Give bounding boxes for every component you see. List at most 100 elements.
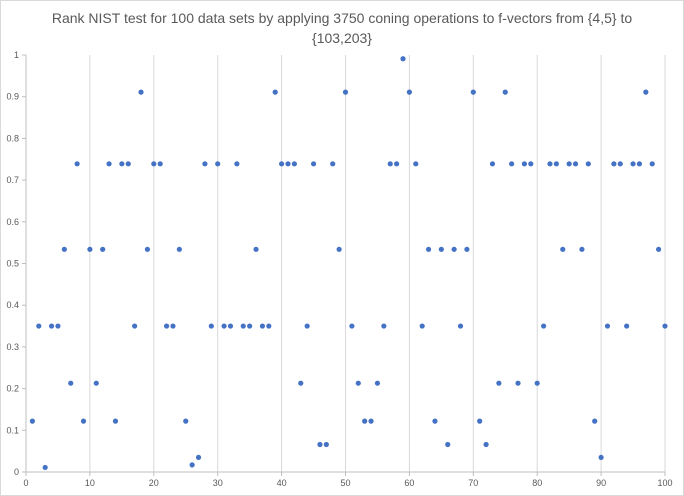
data-point <box>176 246 182 252</box>
data-point <box>266 323 272 329</box>
x-tick-label: 100 <box>657 478 672 488</box>
data-point <box>445 441 451 448</box>
y-tick-label: 0.2 <box>6 384 19 394</box>
data-point <box>643 89 649 95</box>
data-point <box>464 246 470 252</box>
data-point <box>400 56 406 62</box>
x-tick-label: 50 <box>340 478 350 488</box>
data-point <box>323 441 329 448</box>
data-point <box>585 161 591 167</box>
data-point <box>624 323 630 329</box>
data-point <box>387 161 393 167</box>
x-tick-label: 70 <box>468 478 478 488</box>
x-tick-label: 10 <box>85 478 95 488</box>
data-point <box>477 418 483 424</box>
data-point <box>560 246 566 252</box>
x-tick-label: 0 <box>23 478 28 488</box>
data-point <box>572 161 579 167</box>
y-tick-label: 0.1 <box>6 425 19 435</box>
data-point <box>394 161 400 167</box>
data-point <box>483 441 489 448</box>
data-point <box>279 161 285 167</box>
data-point <box>285 161 291 167</box>
data-point <box>540 323 547 329</box>
data-point <box>611 161 617 167</box>
data-point <box>163 323 170 329</box>
data-point <box>336 246 342 252</box>
data-point <box>234 161 240 167</box>
data-point <box>144 246 151 252</box>
y-tick-label: 0 <box>14 467 19 477</box>
data-point <box>528 161 534 167</box>
data-point <box>330 161 336 167</box>
data-point <box>87 246 93 252</box>
data-point <box>291 161 297 167</box>
data-point <box>157 161 163 167</box>
data-point <box>419 323 425 329</box>
y-tick-label: 0.5 <box>6 259 19 269</box>
data-point <box>170 323 176 329</box>
data-point <box>61 246 67 252</box>
data-point <box>259 323 266 329</box>
x-tick-label: 90 <box>596 478 606 488</box>
data-point <box>515 380 521 386</box>
data-point <box>48 323 55 329</box>
data-point <box>438 246 444 252</box>
data-point <box>592 418 598 424</box>
data-point <box>317 441 323 448</box>
data-point <box>566 161 572 167</box>
data-point <box>208 323 214 329</box>
data-point <box>55 323 61 329</box>
data-point <box>202 161 208 167</box>
data-point <box>189 462 195 468</box>
data-point <box>534 380 540 386</box>
data-point <box>598 454 604 461</box>
data-point <box>662 323 668 329</box>
data-point <box>272 89 278 95</box>
chart-title-line-1: Rank NIST test for 100 data sets by appl… <box>51 10 633 26</box>
data-point <box>604 323 611 329</box>
data-point <box>298 380 304 386</box>
data-point <box>451 246 457 252</box>
data-point <box>80 418 87 424</box>
x-tick-label: 20 <box>149 478 159 488</box>
y-tick-label: 0.9 <box>6 92 19 102</box>
data-point <box>362 418 368 424</box>
data-point <box>368 418 374 424</box>
y-tick-label: 0.6 <box>6 217 19 227</box>
data-point <box>374 380 381 386</box>
data-point <box>106 161 112 167</box>
data-point <box>119 161 125 167</box>
data-point <box>617 161 623 167</box>
y-tick-label: 0.3 <box>6 342 19 352</box>
data-point <box>151 161 157 167</box>
data-point <box>310 161 317 167</box>
data-point <box>489 161 496 167</box>
data-point <box>240 323 246 329</box>
x-tick-label: 40 <box>277 478 287 488</box>
data-point <box>138 89 144 95</box>
data-points <box>29 56 668 471</box>
data-point <box>215 161 221 167</box>
data-point <box>227 323 234 329</box>
data-point <box>93 380 99 386</box>
data-point <box>656 246 662 252</box>
data-point <box>253 246 259 252</box>
data-point <box>349 323 355 329</box>
data-point <box>221 323 227 329</box>
data-point <box>112 418 119 424</box>
data-point <box>579 246 585 252</box>
y-tick-labels: 0 0.1 0.2 0.3 0.4 0.5 0.6 0.7 0.8 0.9 1 <box>6 50 19 477</box>
data-point <box>649 161 655 167</box>
y-tick-label: 0.4 <box>6 300 19 310</box>
data-point <box>457 323 464 329</box>
axes <box>22 54 666 476</box>
data-point <box>509 161 515 167</box>
chart-title: Rank NIST test for 100 data sets by appl… <box>0 8 684 48</box>
x-tick-labels: 0 10 20 30 40 50 60 70 80 90 100 <box>23 478 672 488</box>
data-point <box>247 323 253 329</box>
data-point <box>68 380 74 386</box>
data-point <box>183 418 189 424</box>
